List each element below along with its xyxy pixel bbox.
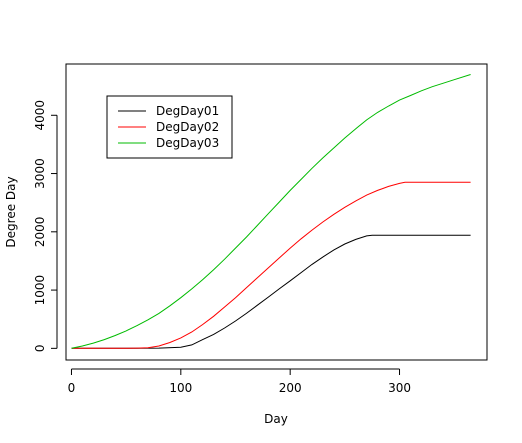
series-line-degday03: [71, 74, 471, 349]
series-line-degday02: [71, 181, 471, 349]
plot-frame: [65, 63, 488, 361]
x-axis: 0 100 200 300: [68, 368, 411, 395]
legend: DegDay01 DegDay02 DegDay03: [106, 95, 233, 159]
y-axis-label: Degree Day: [4, 176, 18, 247]
series-line-degday01: [71, 234, 471, 349]
y-tick-label: 2000: [33, 217, 47, 248]
y-tick-label: 4000: [33, 100, 47, 131]
x-tick-label: 200: [279, 381, 302, 395]
legend-label: DegDay03: [156, 136, 219, 150]
series-lines: [71, 74, 471, 349]
legend-label: DegDay01: [156, 104, 219, 118]
legend-label: DegDay02: [156, 120, 219, 134]
x-tick-label: 100: [169, 381, 192, 395]
y-axis: 0 1000 2000 3000 4000: [33, 100, 58, 353]
x-axis-label: Day: [264, 412, 288, 426]
y-tick-label: 1000: [33, 275, 47, 306]
y-tick-label: 0: [33, 345, 47, 353]
x-tick-label: 0: [68, 381, 76, 395]
y-tick-label: 3000: [33, 158, 47, 189]
x-tick-label: 300: [388, 381, 411, 395]
